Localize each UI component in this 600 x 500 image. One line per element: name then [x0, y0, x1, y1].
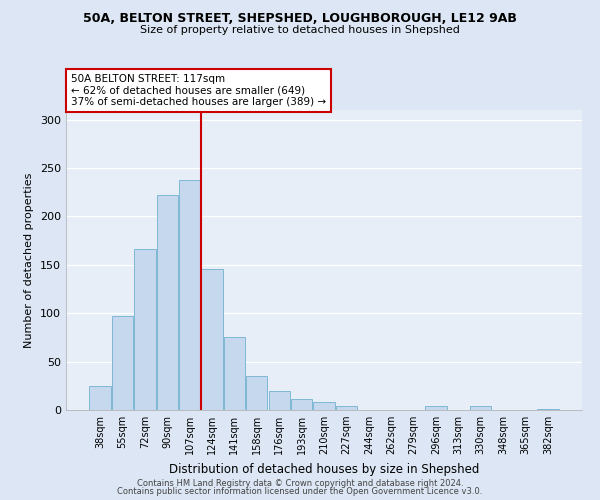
Text: Size of property relative to detached houses in Shepshed: Size of property relative to detached ho… [140, 25, 460, 35]
Bar [157, 195, 178, 410]
Bar [291, 400, 312, 410]
Text: Contains public sector information licensed under the Open Government Licence v3: Contains public sector information licen… [118, 487, 482, 496]
Bar [470, 406, 491, 410]
Text: Contains HM Land Registry data © Crown copyright and database right 2024.: Contains HM Land Registry data © Crown c… [137, 478, 463, 488]
Bar [224, 338, 245, 410]
X-axis label: Distribution of detached houses by size in Shepshed: Distribution of detached houses by size … [169, 462, 479, 475]
Bar [537, 409, 559, 410]
Bar [313, 402, 335, 410]
Bar [425, 406, 446, 410]
Text: 50A, BELTON STREET, SHEPSHED, LOUGHBOROUGH, LE12 9AB: 50A, BELTON STREET, SHEPSHED, LOUGHBOROU… [83, 12, 517, 26]
Bar [179, 180, 200, 410]
Bar [202, 268, 223, 410]
Bar [112, 316, 133, 410]
Bar [246, 376, 268, 410]
Bar [336, 406, 357, 410]
Bar [134, 250, 155, 410]
Y-axis label: Number of detached properties: Number of detached properties [25, 172, 34, 348]
Bar [89, 386, 111, 410]
Text: 50A BELTON STREET: 117sqm
← 62% of detached houses are smaller (649)
37% of semi: 50A BELTON STREET: 117sqm ← 62% of detac… [71, 74, 326, 107]
Bar [269, 390, 290, 410]
